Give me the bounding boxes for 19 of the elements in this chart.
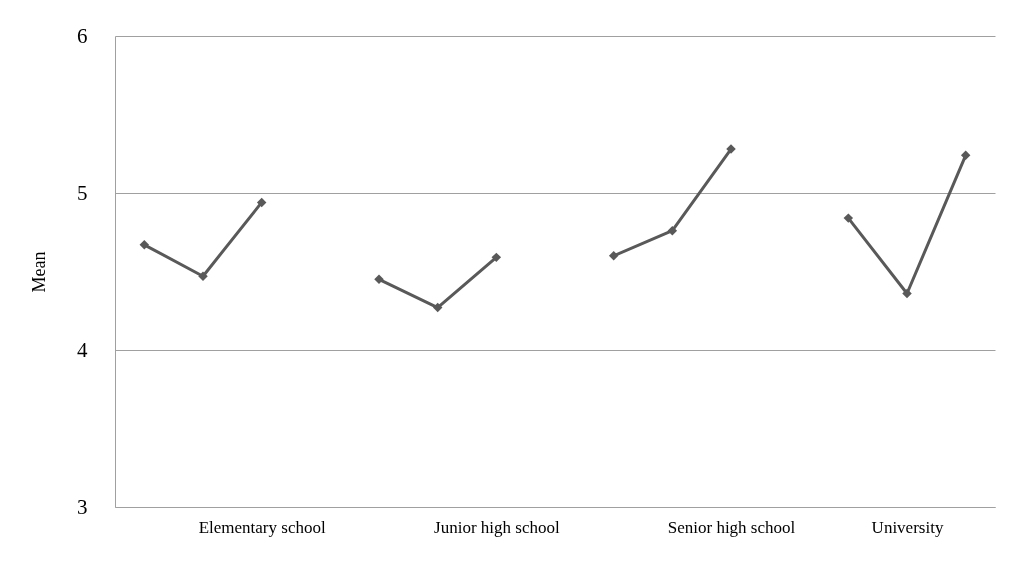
point	[432, 302, 443, 313]
point	[256, 197, 267, 208]
point	[608, 251, 619, 261]
point	[843, 213, 854, 223]
point	[667, 225, 678, 236]
y-tick-label: 5	[77, 180, 88, 205]
y-tick-label: 4	[77, 337, 88, 362]
y-axis-title: Mean	[29, 251, 49, 293]
x-tick-label: University	[871, 517, 944, 537]
x-tick-label: Elementary school	[198, 517, 326, 537]
point	[902, 288, 912, 299]
point	[374, 274, 384, 285]
point	[960, 150, 971, 161]
y-tick-label: 3	[77, 494, 88, 519]
x-tick-label: Senior high school	[667, 517, 796, 537]
point	[139, 240, 150, 250]
x-tick-label: Junior high school	[434, 517, 560, 537]
y-tick-label: 6	[77, 23, 88, 48]
point	[491, 252, 502, 263]
